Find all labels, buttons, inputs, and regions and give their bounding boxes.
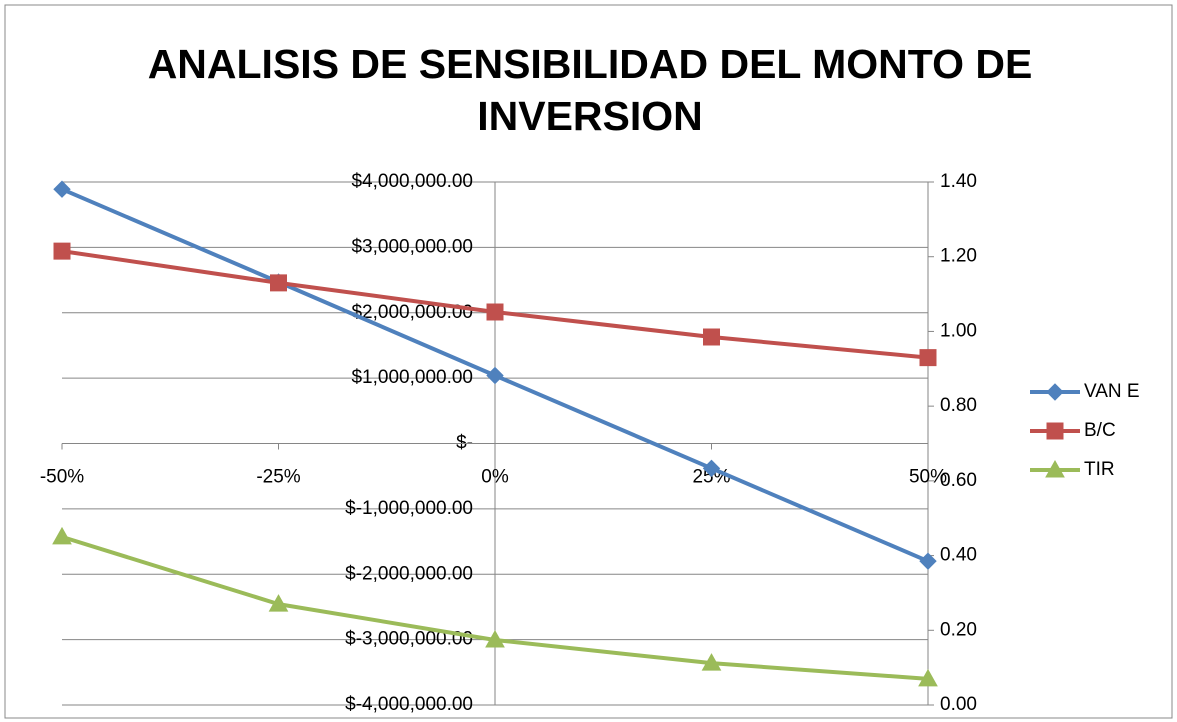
y2-tick-label: 0.80 (940, 395, 977, 416)
y-tick-label: $2,000,000.00 (351, 302, 473, 323)
data-point (486, 303, 504, 321)
x-tick-label: 50% (909, 467, 947, 488)
y-tick-label: $-2,000,000.00 (345, 563, 473, 584)
data-point (486, 366, 504, 385)
data-point (703, 328, 720, 346)
legend-marker (1046, 383, 1064, 401)
data-point (53, 180, 71, 198)
y-tick-label: $4,000,000.00 (351, 171, 473, 192)
legend-label: TIR (1084, 459, 1115, 480)
x-tick-label: 0% (481, 467, 509, 488)
x-tick-label: -25% (256, 467, 300, 488)
data-point (919, 349, 937, 367)
legend-marker (1046, 422, 1064, 440)
y-tick-label: $1,000,000.00 (351, 367, 473, 388)
data-point (918, 668, 938, 687)
legend-label: B/C (1084, 420, 1116, 441)
y2-tick-label: 0.60 (940, 470, 977, 491)
chart-title: ANALISIS DE SENSIBILIDAD DEL MONTO DE IN… (147, 41, 1033, 139)
y2-tick-label: 0.40 (940, 545, 977, 566)
y2-tick-label: 1.00 (940, 320, 977, 341)
legend-label: VAN E (1084, 381, 1140, 402)
data-point (53, 242, 71, 260)
y2-tick-label: 1.40 (940, 171, 977, 192)
y-tick-label: $-1,000,000.00 (345, 498, 473, 519)
data-point (268, 594, 289, 612)
y-tick-label: $-3,000,000.00 (345, 629, 473, 650)
data-point (270, 274, 287, 292)
y2-tick-label: 0.20 (940, 619, 977, 640)
y2-tick-label: 1.20 (940, 246, 977, 267)
y-tick-label: $-4,000,000.00 (345, 694, 473, 715)
y-tick-label: $3,000,000.00 (351, 236, 473, 257)
legend-marker (1045, 459, 1065, 478)
chart-border (4, 4, 1173, 719)
data-point (702, 459, 721, 478)
data-point (485, 629, 505, 648)
data-point (701, 653, 722, 671)
y2-tick-label: 0.00 (940, 694, 977, 715)
x-tick-label: -50% (40, 467, 84, 488)
data-point (52, 526, 72, 545)
data-point (919, 552, 937, 570)
